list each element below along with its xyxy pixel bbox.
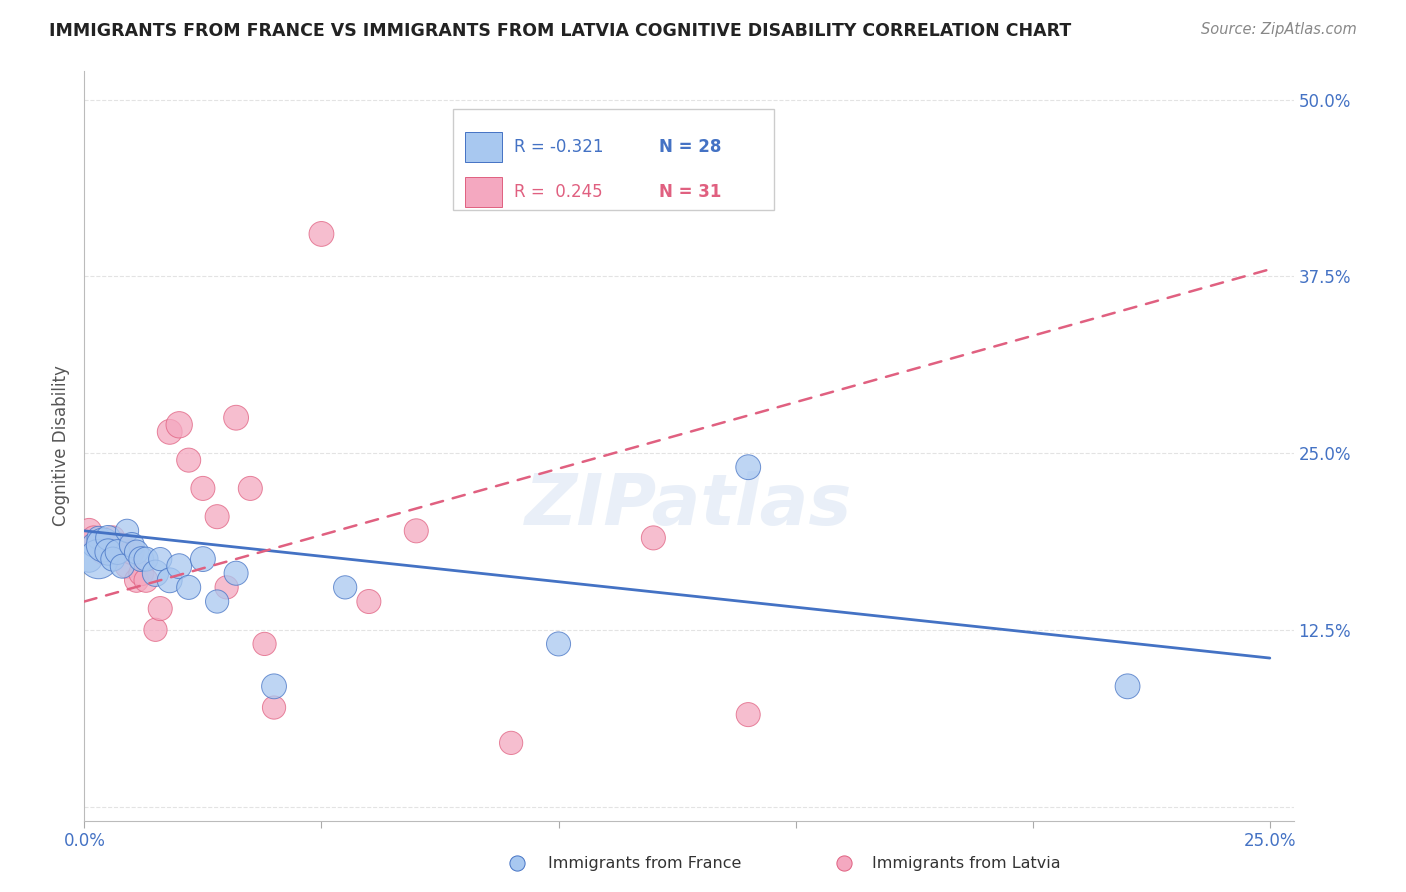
Point [177, 453, 200, 467]
Point [97, 545, 120, 559]
Point [83, 531, 105, 545]
Point [101, 531, 124, 545]
Point [97, 538, 120, 552]
Point [121, 538, 143, 552]
Text: ZIPatlas: ZIPatlas [526, 472, 852, 541]
Point [737, 460, 759, 475]
Point [239, 482, 262, 496]
Point [501, 736, 523, 750]
Point [135, 574, 157, 588]
Point [832, 855, 855, 870]
Point [357, 594, 380, 608]
Point [111, 559, 134, 574]
Text: N = 28: N = 28 [659, 138, 721, 156]
Text: IMMIGRANTS FROM FRANCE VS IMMIGRANTS FROM LATVIA COGNITIVE DISABILITY CORRELATIO: IMMIGRANTS FROM FRANCE VS IMMIGRANTS FRO… [49, 22, 1071, 40]
Text: N = 31: N = 31 [659, 183, 721, 201]
Point [191, 552, 214, 566]
Point [121, 545, 143, 559]
Point [91, 545, 114, 559]
Point [159, 425, 181, 439]
Point [145, 566, 167, 581]
Point [167, 559, 190, 574]
Point [87, 538, 110, 552]
Point [215, 580, 238, 594]
Text: R =  0.245: R = 0.245 [513, 183, 602, 201]
Point [115, 524, 138, 538]
Y-axis label: Cognitive Disability: Cognitive Disability [52, 366, 70, 526]
Text: Source: ZipAtlas.com: Source: ZipAtlas.com [1201, 22, 1357, 37]
Point [547, 637, 569, 651]
FancyBboxPatch shape [465, 132, 502, 162]
Point [159, 574, 181, 588]
Point [191, 482, 214, 496]
Point [111, 538, 134, 552]
Point [77, 524, 100, 538]
Point [129, 566, 152, 581]
Point [115, 559, 138, 574]
Point [135, 552, 157, 566]
Point [97, 531, 120, 545]
Point [167, 417, 190, 432]
Point [737, 707, 759, 722]
Point [263, 700, 285, 714]
Point [311, 227, 333, 241]
FancyBboxPatch shape [453, 109, 773, 210]
Point [101, 552, 124, 566]
Point [107, 545, 129, 559]
Point [225, 410, 247, 425]
Point [253, 637, 276, 651]
Point [506, 855, 529, 870]
FancyBboxPatch shape [465, 177, 502, 207]
Point [125, 574, 148, 588]
Text: Immigrants from France: Immigrants from France [548, 856, 742, 871]
Point [333, 580, 356, 594]
Point [177, 580, 200, 594]
Point [87, 531, 110, 545]
Point [129, 552, 152, 566]
Point [125, 545, 148, 559]
Point [205, 594, 228, 608]
Point [107, 538, 129, 552]
Point [149, 552, 172, 566]
Text: R = -0.321: R = -0.321 [513, 138, 603, 156]
Point [145, 623, 167, 637]
Point [263, 679, 285, 693]
Text: Immigrants from Latvia: Immigrants from Latvia [872, 856, 1060, 871]
Point [91, 538, 114, 552]
Point [87, 552, 110, 566]
Point [405, 524, 427, 538]
Point [225, 566, 247, 581]
Point [643, 531, 665, 545]
Point [205, 509, 228, 524]
Point [149, 601, 172, 615]
Point [77, 552, 100, 566]
Point [83, 538, 105, 552]
Point [1116, 679, 1139, 693]
